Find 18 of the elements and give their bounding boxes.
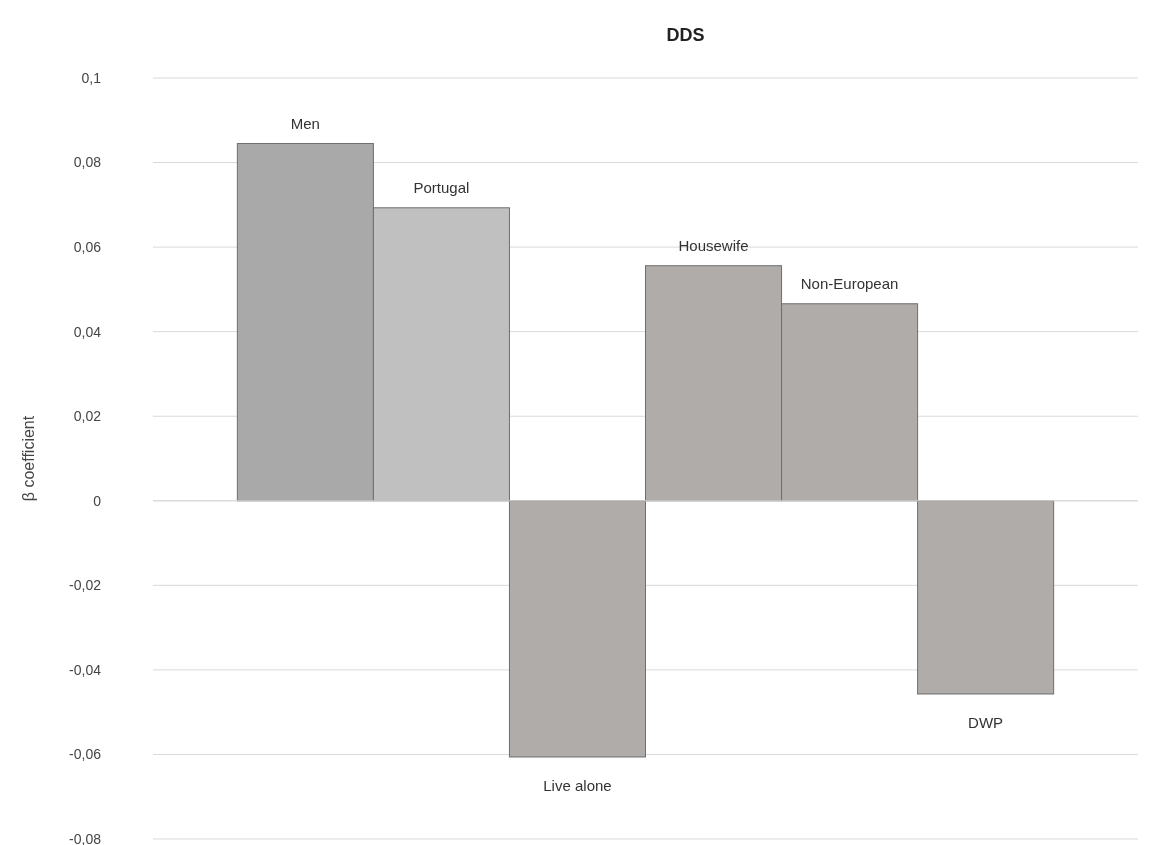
y-tick-label: 0,1 [81,69,102,86]
x-tick-label: Portugal [413,178,470,196]
y-tick-label: 0 [93,492,102,509]
y-tick-label: 0,04 [73,323,102,340]
chart-title: DDS [666,25,705,45]
x-tick-label: DWP [968,713,1004,731]
y-tick-label: -0,02 [69,577,102,594]
y-axis-title: β coefficient [20,415,37,502]
y-tick-label: -0,04 [69,661,102,678]
y-tick-label: -0,06 [69,746,102,763]
y-tick-label: 0,06 [73,239,102,256]
x-tick-label: Non-European [800,274,899,292]
y-tick-label: -0,08 [69,830,102,845]
y-tick-label: 0,02 [73,408,102,425]
x-tick-label: Men [290,114,320,132]
y-tick-label: 0,08 [73,154,102,171]
x-tick-label: Live alone [543,776,612,794]
x-tick-label: Housewife [678,236,749,254]
